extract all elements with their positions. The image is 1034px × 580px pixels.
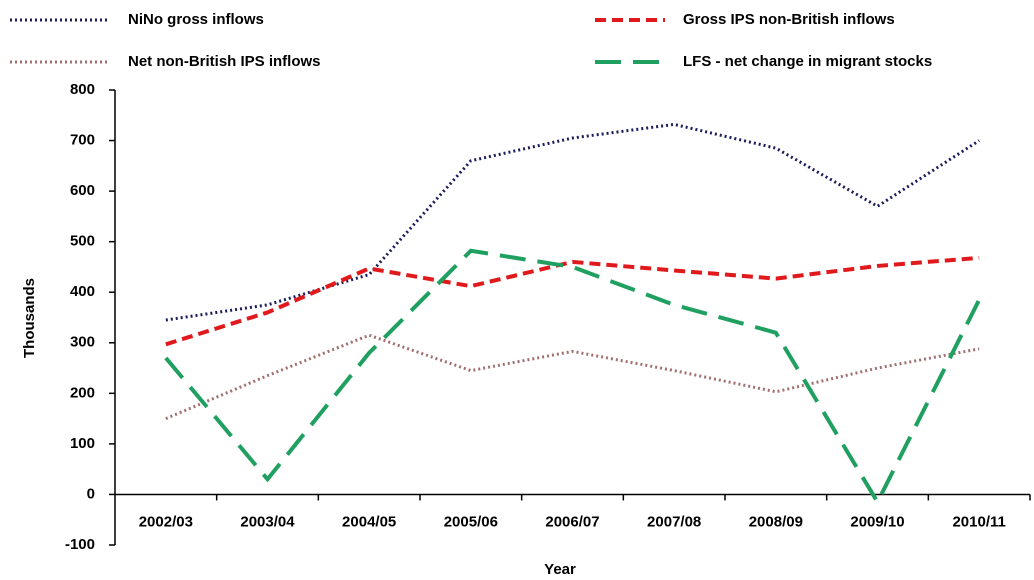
x-tick-label: 2006/07: [545, 513, 599, 530]
y-tick-label: 800: [70, 81, 95, 98]
legend-label: Gross IPS non-British inflows: [683, 11, 895, 28]
y-axis-label: Thousands: [21, 278, 38, 358]
x-tick-label: 2005/06: [444, 513, 498, 530]
y-tick-label: 500: [70, 233, 95, 250]
x-tick-label: 2002/03: [139, 513, 193, 530]
y-tick-label: -100: [65, 536, 95, 553]
x-axis-label: Year: [544, 561, 576, 578]
y-tick-label: 400: [70, 283, 95, 300]
x-tick-label: 2008/09: [749, 513, 803, 530]
y-tick-label: 700: [70, 132, 95, 149]
x-tick-label: 2010/11: [952, 513, 1005, 530]
legend-label: Net non-British IPS inflows: [128, 53, 321, 70]
series-line: [165, 122, 980, 322]
series-line: [164, 248, 981, 507]
x-tick-label: 2009/10: [850, 513, 904, 530]
y-tick-label: 300: [70, 334, 95, 351]
x-tick-label: 2007/08: [647, 513, 701, 530]
x-tick-label: 2003/04: [240, 513, 295, 530]
legend-label: NiNo gross inflows: [128, 11, 264, 28]
series-line: [165, 333, 980, 420]
y-tick-label: 100: [70, 435, 95, 452]
y-tick-label: 0: [87, 485, 95, 502]
y-tick-label: 600: [70, 182, 95, 199]
legend-label: LFS - net change in migrant stocks: [683, 53, 932, 70]
series-line: [165, 255, 980, 347]
y-tick-label: 200: [70, 384, 95, 401]
x-tick-label: 2004/05: [342, 513, 396, 530]
